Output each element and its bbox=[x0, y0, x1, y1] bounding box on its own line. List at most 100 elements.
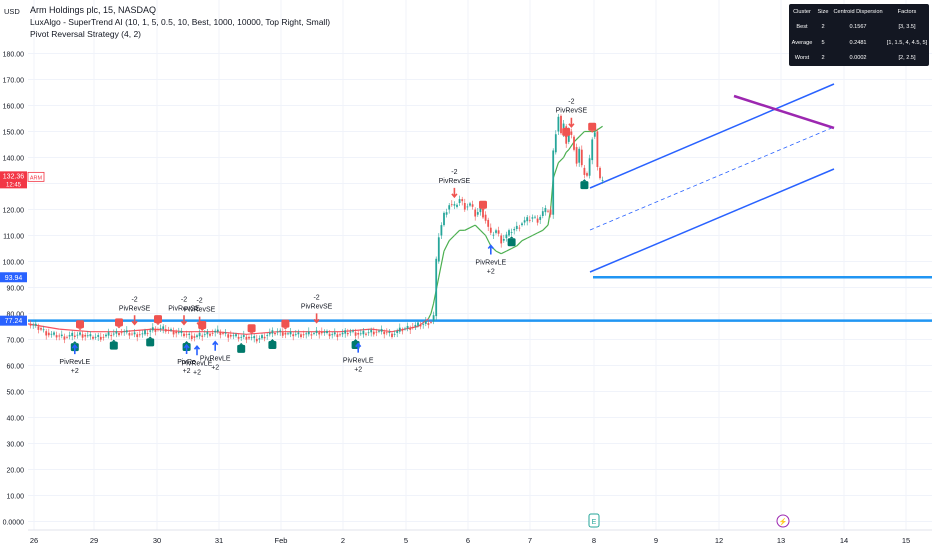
indicator-legend-supertrend[interactable]: LuxAlgo - SuperTrend AI (10, 1, 5, 0.5, … bbox=[30, 17, 331, 27]
candle-body bbox=[567, 131, 570, 142]
price-tick-label: 100.00 bbox=[3, 260, 25, 267]
short-entry-label: PivRevSE bbox=[556, 108, 588, 115]
buy-signal-badge bbox=[109, 341, 118, 350]
supertrend-segment bbox=[578, 131, 585, 138]
candle-body bbox=[495, 230, 497, 233]
long-entry-qty: +2 bbox=[211, 365, 219, 372]
candle-body bbox=[344, 330, 347, 334]
buy-signal-pointer bbox=[148, 336, 153, 339]
horizontal-levels bbox=[28, 276, 932, 322]
candle-body bbox=[222, 333, 224, 334]
long-entry-arrow bbox=[487, 244, 494, 255]
supertrend-segment bbox=[506, 247, 512, 252]
candle-body bbox=[515, 225, 518, 229]
ticker-badge bbox=[27, 171, 45, 182]
candle-body bbox=[73, 335, 76, 337]
candle-body bbox=[297, 332, 300, 335]
time-tick-label: 2 bbox=[341, 536, 345, 545]
candle-body bbox=[102, 336, 105, 338]
candle-body bbox=[461, 199, 464, 202]
candle-body bbox=[125, 330, 128, 333]
candle-body bbox=[203, 334, 206, 336]
candle-body bbox=[175, 331, 178, 334]
short-entry-arrow bbox=[568, 117, 575, 128]
supertrend-segment bbox=[479, 229, 487, 236]
candle-body bbox=[55, 335, 58, 338]
supertrend-segment bbox=[500, 250, 507, 255]
candle-body bbox=[318, 332, 321, 335]
candle-body bbox=[375, 331, 378, 333]
indicator-legend-pivot[interactable]: Pivot Reversal Strategy (4, 2) bbox=[30, 29, 142, 39]
candle-body bbox=[271, 330, 274, 334]
candle-body bbox=[294, 334, 297, 336]
price-axis[interactable]: 0.0000 10.00 20.00 30.00 40.00 50.00 60.00 70.0… bbox=[3, 52, 25, 527]
candle-body bbox=[448, 205, 451, 210]
candle-body bbox=[193, 336, 196, 338]
candle-body bbox=[536, 218, 539, 223]
candle-body bbox=[284, 333, 287, 335]
candle-body bbox=[154, 329, 157, 332]
short-entry-arrow bbox=[196, 316, 203, 327]
candle-body bbox=[398, 327, 401, 332]
short-entry-arrow bbox=[180, 315, 188, 326]
supertrend-segment bbox=[59, 328, 91, 333]
candle-body bbox=[89, 334, 92, 337]
candle-body bbox=[341, 332, 344, 335]
candle-body bbox=[315, 330, 318, 333]
buy-signal-pointer bbox=[353, 339, 358, 341]
candle-body bbox=[409, 327, 412, 330]
buy-signal-badge bbox=[237, 344, 246, 353]
candle-body bbox=[528, 219, 531, 221]
supertrend-segment bbox=[526, 234, 533, 239]
price-tick-label: 170.00 bbox=[3, 78, 25, 85]
candle-body bbox=[250, 337, 253, 339]
table-cell: 0.1567 bbox=[849, 24, 867, 31]
table-cell: [3, 3.5] bbox=[898, 24, 916, 31]
candle-body bbox=[206, 331, 209, 335]
candle-body bbox=[391, 333, 393, 338]
candle-body bbox=[422, 323, 425, 325]
candle-body bbox=[170, 329, 172, 331]
candle-body bbox=[419, 325, 422, 327]
candle-body bbox=[411, 327, 414, 328]
candle-body bbox=[440, 225, 443, 236]
supertrend-segment bbox=[485, 235, 492, 247]
candle-body bbox=[466, 206, 469, 208]
candle-body bbox=[385, 332, 388, 334]
time-axis[interactable]: 26 29 30 31 Feb 2 5 6 7 8 9 12 13 14 15 bbox=[28, 529, 932, 545]
candle-body bbox=[326, 330, 328, 333]
candle-body bbox=[68, 335, 71, 337]
price-tick-label: 80.00 bbox=[6, 312, 24, 319]
table-cell: 5 bbox=[821, 39, 825, 46]
candle-body bbox=[157, 329, 159, 331]
candle-body bbox=[336, 334, 339, 338]
candle-body bbox=[575, 147, 578, 164]
level-low-badge bbox=[0, 315, 27, 326]
candle-body bbox=[245, 336, 248, 340]
supertrend-segment bbox=[511, 245, 518, 250]
candle-body bbox=[502, 239, 505, 241]
buy-signal-pointer bbox=[184, 340, 189, 343]
price-tick-label: 90.00 bbox=[6, 286, 24, 293]
channel-mid-line bbox=[589, 126, 835, 231]
supertrend-segment bbox=[453, 229, 461, 236]
supertrend-segment bbox=[557, 157, 565, 164]
time-tick-label: 8 bbox=[592, 536, 596, 545]
candle-body bbox=[201, 335, 204, 337]
event-markers[interactable]: E ⚡ bbox=[588, 513, 790, 528]
price-tick-label: 160.00 bbox=[3, 104, 25, 111]
long-entry-label: PivRevLE bbox=[475, 260, 506, 267]
symbol-title[interactable]: Arm Holdings plc, 15, NASDAQ bbox=[30, 5, 157, 15]
supertrend-segment bbox=[443, 240, 450, 252]
candle-body bbox=[92, 336, 94, 339]
candle-body bbox=[229, 334, 232, 337]
sell-signal-pointer bbox=[283, 327, 288, 330]
short-entry-label: PivRevSE bbox=[119, 305, 151, 312]
candle-body bbox=[190, 335, 193, 339]
supertrend-segment bbox=[532, 232, 538, 237]
candle-body bbox=[183, 333, 185, 337]
buy-signal-pointer bbox=[582, 179, 587, 182]
candle-body bbox=[162, 326, 165, 330]
short-entry-arrow bbox=[451, 187, 458, 199]
